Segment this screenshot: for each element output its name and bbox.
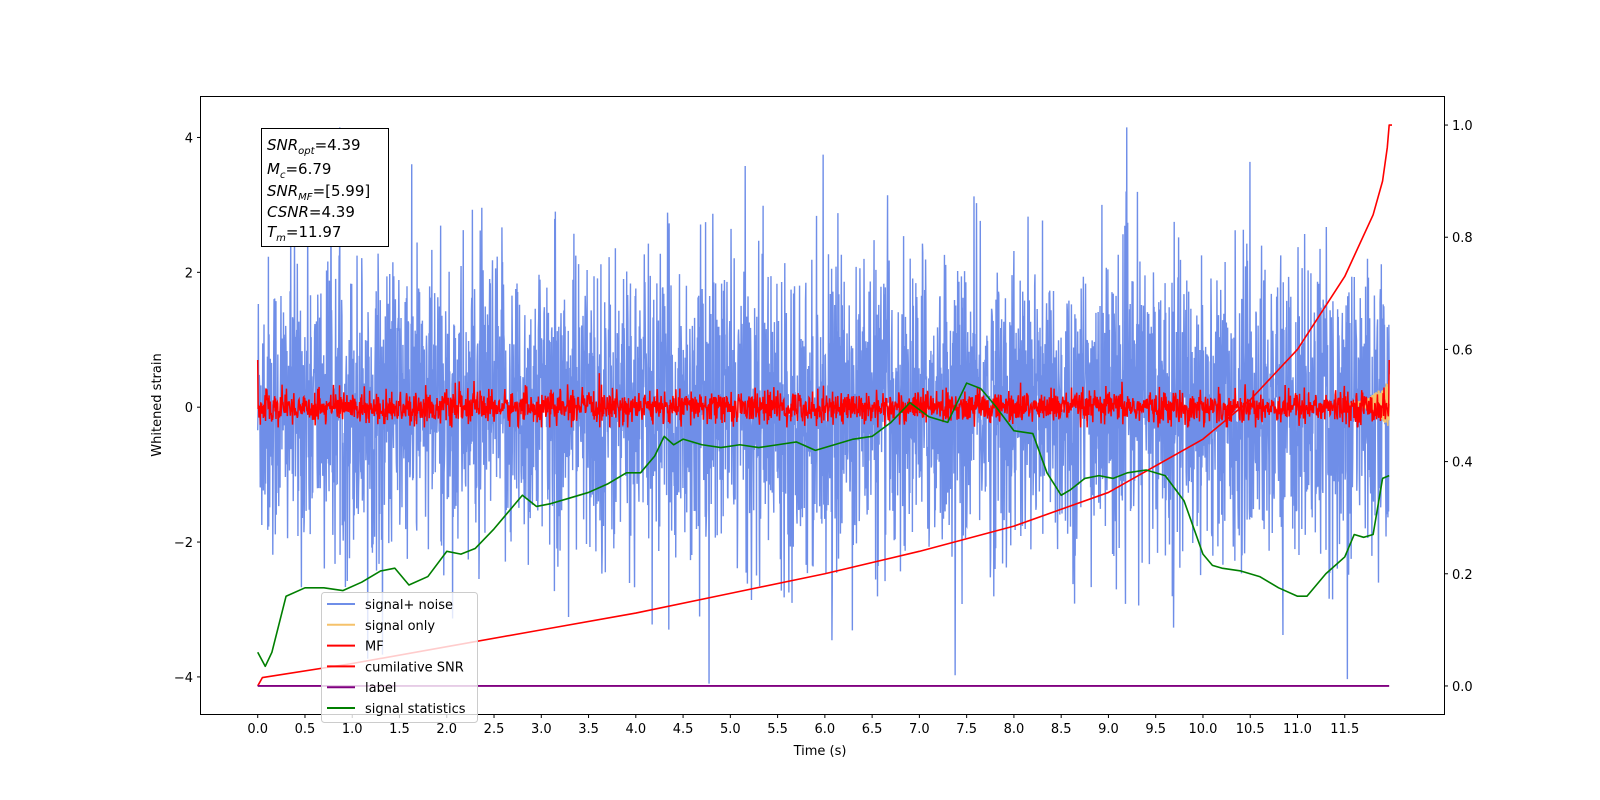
y2-tick-label: 0.4 xyxy=(1452,456,1473,471)
info-tm: Tm=11.97 xyxy=(267,223,341,244)
x-tick-label: 10.5 xyxy=(1236,722,1265,737)
plot-frame xyxy=(200,96,1445,715)
x-tick-label: 10.0 xyxy=(1188,722,1217,737)
y-tick-label: −4 xyxy=(174,671,193,686)
x-tick-label: 3.5 xyxy=(578,722,599,737)
x-tick-label: 1.5 xyxy=(389,722,410,737)
x-tick-label: 9.0 xyxy=(1098,722,1119,737)
y2-tick-label: 1.0 xyxy=(1452,119,1473,134)
x-tick-label: 3.0 xyxy=(531,722,552,737)
legend-label: signal+ noise xyxy=(365,598,453,613)
legend-label: cumilative SNR xyxy=(365,660,464,675)
x-tick-label: 5.0 xyxy=(720,722,741,737)
x-tick-label: 11.5 xyxy=(1330,722,1359,737)
x-tick-label: 4.0 xyxy=(625,722,646,737)
series-mf xyxy=(256,359,1390,430)
x-tick-label: 4.5 xyxy=(673,722,694,737)
legend-label: signal statistics xyxy=(365,702,466,717)
y2-tick-label: 0.2 xyxy=(1452,568,1473,583)
x-tick-label: 0.0 xyxy=(247,722,268,737)
info-box: SNRopt=4.39 Mc=6.79 SNRMF=[5.99] CSNR=4.… xyxy=(261,128,389,247)
x-tick-label: 11.0 xyxy=(1283,722,1312,737)
y-tick-label: 4 xyxy=(185,131,193,146)
legend-label: label xyxy=(365,681,396,696)
x-tick-label: 5.5 xyxy=(767,722,788,737)
y2-tick-label: 0.0 xyxy=(1452,680,1473,695)
x-tick-label: 6.5 xyxy=(862,722,883,737)
y2-tick-label: 0.8 xyxy=(1452,231,1473,246)
x-tick-label: 0.5 xyxy=(295,722,316,737)
x-tick-label: 2.0 xyxy=(436,722,457,737)
series-signal-statistics xyxy=(257,382,1390,668)
x-tick-label: 1.0 xyxy=(342,722,363,737)
x-axis-label: Time (s) xyxy=(793,744,847,759)
x-axis: 0.0 0.5 1.0 1.5 2.0 2.5 3.0 3.5 4.0 4.5 5.0 5.5 6.0 6… xyxy=(247,714,1359,737)
x-tick-label: 7.5 xyxy=(956,722,977,737)
x-tick-label: 8.5 xyxy=(1051,722,1072,737)
y-tick-label: 0 xyxy=(185,401,193,416)
y2-tick-label: 0.6 xyxy=(1452,343,1473,358)
x-tick-label: 6.0 xyxy=(815,722,836,737)
y-tick-label: 2 xyxy=(185,266,193,281)
x-tick-label: 9.5 xyxy=(1145,722,1166,737)
y-axis-label: Whitened strain xyxy=(150,353,165,456)
legend-label: MF xyxy=(365,640,384,655)
legend: signal+ noise signal only MF cumilative SNR… xyxy=(321,592,478,723)
x-tick-label: 7.0 xyxy=(909,722,930,737)
y-axis-left: 4 2 0 −2 −4 xyxy=(174,131,201,686)
info-snr-opt: SNRopt=4.39 xyxy=(267,136,361,157)
y-axis-right: 1.0 0.8 0.6 0.4 0.2 0.0 xyxy=(1444,119,1473,695)
y-tick-label: −2 xyxy=(174,536,193,551)
legend-label: signal only xyxy=(365,619,435,634)
x-tick-label: 8.0 xyxy=(1004,722,1025,737)
info-mc: Mc=6.79 xyxy=(267,160,331,181)
info-snr-mf: SNRMF=[5.99] xyxy=(267,182,370,203)
x-tick-label: 2.5 xyxy=(484,722,505,737)
info-csnr: CSNR=4.39 xyxy=(267,203,355,221)
